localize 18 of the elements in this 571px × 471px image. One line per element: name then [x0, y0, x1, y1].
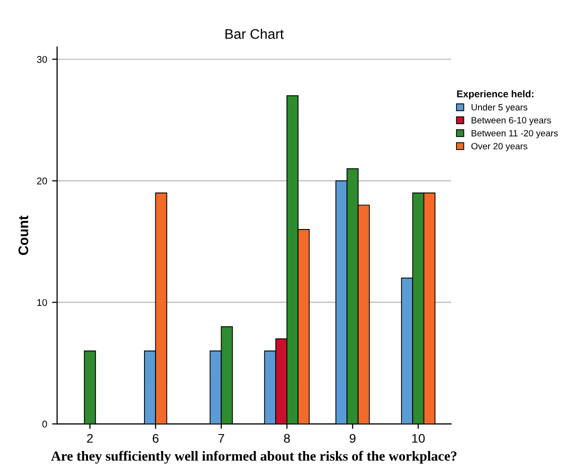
x-tick-label: 10 [412, 434, 425, 443]
y-tick-label: 20 [37, 178, 47, 184]
x-tick-label: 2 [87, 434, 93, 443]
y-tick-label: 10 [37, 299, 47, 306]
legend-title: Experience held: [457, 90, 534, 100]
legend-label: Under 5 years [472, 104, 528, 112]
y-tick-label: 30 [36, 56, 47, 63]
x-tick-label: 7 [218, 434, 224, 443]
y-axis-title: Count [18, 216, 28, 255]
legend-label: Between 6-10 years [472, 117, 551, 126]
x-tick-label: 6 [152, 434, 159, 443]
legend-label: Over 20 years [471, 142, 528, 152]
chart-title: Bar Chart [226, 28, 284, 39]
legend-label: Between 11 -20 years [472, 130, 558, 138]
y-tick-label: 0 [42, 420, 47, 428]
x-tick-label: 9 [350, 434, 356, 443]
x-tick-label: 8 [284, 434, 290, 443]
x-axis-title: Are they sufficiently well informed about the risks of the workplace? [51, 450, 456, 464]
